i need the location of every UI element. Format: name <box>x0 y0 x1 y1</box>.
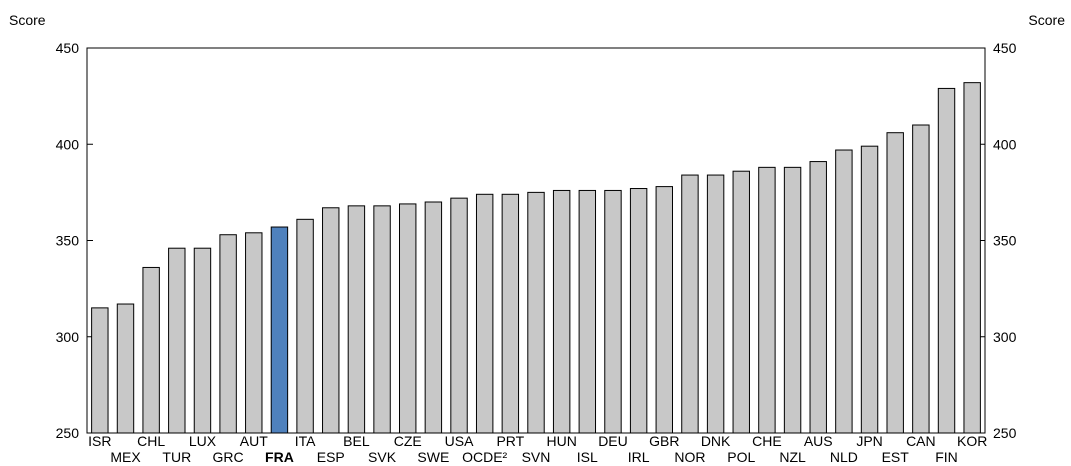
bar-dnk <box>706 174 725 434</box>
x-tick-label: KOR <box>957 433 987 449</box>
bar-esp <box>322 207 340 434</box>
x-tick-label: NOR <box>674 449 705 465</box>
x-tick-label: AUS <box>804 433 833 449</box>
x-tick-label: CHL <box>137 433 165 449</box>
x-tick-label: EST <box>882 449 910 465</box>
y-tick-label-left: 450 <box>56 40 80 56</box>
x-tick-label: ISR <box>88 433 111 449</box>
y-tick-label-left: 350 <box>56 233 80 249</box>
bar-nor <box>681 174 699 434</box>
x-tick-label: DEU <box>598 433 628 449</box>
bar-grc <box>219 234 237 434</box>
bar-gbr <box>655 186 673 434</box>
bar-est <box>886 132 904 434</box>
bar-svn <box>527 191 545 434</box>
y-axis-left: 250 300 350 400 450 <box>56 40 93 441</box>
bar-pol <box>732 170 750 434</box>
bar-svk <box>373 205 391 434</box>
x-tick-label: NLD <box>830 449 858 465</box>
bar-chl <box>142 266 160 434</box>
bar-cze <box>399 203 417 434</box>
x-tick-label: ISL <box>577 449 598 465</box>
x-tick-label: HUN <box>546 433 576 449</box>
bar-hun <box>552 189 571 434</box>
x-tick-label: IRL <box>628 449 650 465</box>
bar-aut <box>245 232 263 434</box>
bar-nld <box>835 149 853 434</box>
bar-aus <box>809 161 827 434</box>
x-tick-label: GBR <box>649 433 679 449</box>
y-axis-label-left: Score <box>9 12 46 28</box>
y-tick-label-left: 300 <box>56 329 80 345</box>
bar-can <box>912 124 930 434</box>
x-tick-label: POL <box>727 449 755 465</box>
bar-ita <box>296 218 314 434</box>
bar-bel <box>347 205 366 434</box>
x-tick-label: CAN <box>906 433 936 449</box>
x-tick-label: CZE <box>394 433 422 449</box>
y-tick-label-right: 300 <box>993 329 1017 345</box>
bar-isl <box>578 189 597 434</box>
x-tick-label: PRT <box>496 433 524 449</box>
x-tick-label: SVN <box>522 449 551 465</box>
x-tick-label: SVK <box>368 449 397 465</box>
x-tick-label: OCDE² <box>462 449 507 465</box>
x-tick-label: SWE <box>417 449 449 465</box>
y-tick-label-right: 250 <box>993 425 1017 441</box>
y-tick-label-right: 350 <box>993 233 1017 249</box>
y-tick-label-right: 400 <box>993 136 1017 152</box>
x-tick-label: ITA <box>295 433 316 449</box>
x-tick-label: USA <box>445 433 474 449</box>
bar-prt <box>501 193 520 434</box>
x-tick-label: ESP <box>317 449 345 465</box>
bar-fin <box>937 87 956 434</box>
x-tick-label: LUX <box>189 433 217 449</box>
x-tick-label: DNK <box>701 433 731 449</box>
y-axis-label-right: Score <box>1028 12 1065 28</box>
x-tick-label: NZL <box>779 449 806 465</box>
y-tick-label-left: 400 <box>56 136 80 152</box>
bar-isr <box>91 307 109 434</box>
bar-jpn <box>860 145 879 434</box>
x-tick-label: GRC <box>213 449 244 465</box>
bar-lux <box>193 247 212 434</box>
bar-usa <box>450 197 468 434</box>
bar-ocde <box>475 193 494 434</box>
bar-fra <box>270 226 289 434</box>
x-tick-label: FRA <box>265 449 294 465</box>
bars <box>91 82 981 434</box>
y-tick-label-left: 250 <box>56 425 80 441</box>
y-tick-label-right: 450 <box>993 40 1017 56</box>
bar-che <box>758 166 776 434</box>
bar-mex <box>116 303 135 434</box>
x-tick-label: BEL <box>343 433 370 449</box>
bar-irl <box>629 188 648 434</box>
bar-tur <box>168 247 186 434</box>
bar-nzl <box>783 166 802 434</box>
x-tick-label: FIN <box>935 449 958 465</box>
x-tick-label: AUT <box>240 433 268 449</box>
x-tick-label: TUR <box>162 449 191 465</box>
bar-swe <box>424 201 443 434</box>
x-tick-label: CHE <box>752 433 782 449</box>
bar-deu <box>604 189 622 434</box>
x-tick-label: JPN <box>856 433 882 449</box>
x-tick-label: MEX <box>110 449 141 465</box>
x-axis-labels: ISRMEXCHLTURLUXGRCAUTFRAITAESPBELSVKCZES… <box>88 433 987 465</box>
bar-kor <box>963 82 981 434</box>
